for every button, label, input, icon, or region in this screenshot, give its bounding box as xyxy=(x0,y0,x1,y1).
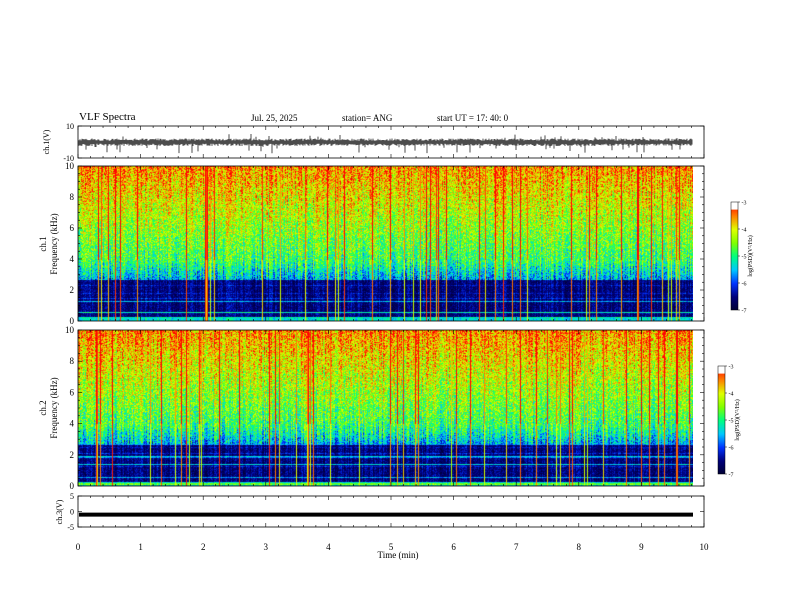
ch2-spec-channel-label: ch.2 xyxy=(38,400,48,415)
ch2-colorbar-label: log(PSD)(V²/Hz) xyxy=(734,399,741,440)
x-tick-label: 9 xyxy=(639,542,644,552)
ch1-spec-ytick-label: 4 xyxy=(70,254,75,264)
ch1-colorbar-tick: -3 xyxy=(742,201,747,207)
ch1-colorbar-tick: -6 xyxy=(742,282,747,288)
ch2-spectrogram-image xyxy=(78,330,693,486)
ch2-colorbar-tick: -3 xyxy=(729,365,734,371)
ch2-colorbar-tick: -6 xyxy=(729,446,734,452)
x-tick-label: 1 xyxy=(138,542,143,552)
ch2-colorbar-tick: -7 xyxy=(729,473,734,479)
x-tick-label: 6 xyxy=(451,542,456,552)
ch2-spec-ytick-label: 4 xyxy=(70,419,75,429)
station-label: station= ANG xyxy=(342,113,393,123)
ch1-colorbar-tick: -5 xyxy=(742,255,747,261)
ch2-spec-ytick-label: 6 xyxy=(70,387,75,397)
ch3-waveform-frame xyxy=(77,495,705,528)
ch1-spec-ytick-label: 8 xyxy=(70,192,75,202)
ch1-spec-ytick-label: 0 xyxy=(70,316,75,326)
ch2-colorbar xyxy=(718,366,725,474)
ch2-spec-ytick-label: 2 xyxy=(70,450,75,460)
ch2-spec-ytick-label: 10 xyxy=(65,325,75,335)
start-time-label: start UT = 17: 40: 0 xyxy=(437,113,509,123)
ch1-spec-ytick-label: 10 xyxy=(65,161,75,171)
ch1-spec-ylabel: Frequency (kHz) xyxy=(49,213,59,274)
ch2-spec-ytick-label: 8 xyxy=(70,356,75,366)
x-tick-label: 2 xyxy=(201,542,206,552)
ch3-waveform-ylabel: ch.3(V) xyxy=(55,499,64,524)
ch1-wave-ytick-label: 10 xyxy=(66,122,74,131)
x-tick-label: 3 xyxy=(264,542,269,552)
ch1-spec-ytick-label: 6 xyxy=(70,223,75,233)
ch1-colorbar xyxy=(731,202,738,310)
ch1-waveform-line xyxy=(78,134,693,154)
ch1-spec-ytick-label: 2 xyxy=(70,285,75,295)
ch1-colorbar-label: log(PSD)(V²/Hz) xyxy=(747,235,754,276)
ch1-waveform-ylabel: ch.1(V) xyxy=(42,129,51,154)
ch1-colorbar-tick: -4 xyxy=(742,228,747,234)
x-tick-label: 4 xyxy=(326,542,331,552)
ch2-spec-ylabel: Frequency (kHz) xyxy=(49,377,59,438)
ch3-wave-ytick-label: -5 xyxy=(67,523,74,532)
ch3-wave-ytick-label: 0 xyxy=(70,508,74,517)
x-tick-label: 10 xyxy=(700,542,710,552)
ch1-wave-ytick-label: -10 xyxy=(63,154,74,163)
ch1-colorbar-tick: -7 xyxy=(742,309,747,315)
date-label: Jul. 25, 2025 xyxy=(251,113,298,123)
ch2-colorbar-tick: -5 xyxy=(729,419,734,425)
ch1-waveform-trace xyxy=(78,134,693,154)
ch2-spec-ytick-label: 0 xyxy=(70,481,75,491)
figure-title: VLF Spectra xyxy=(79,111,136,123)
x-tick-label: 0 xyxy=(76,542,81,552)
ch1-spec-channel-label: ch.1 xyxy=(38,236,48,251)
x-tick-label: 7 xyxy=(514,542,519,552)
ch1-spectrogram-image xyxy=(78,166,693,321)
ch2-colorbar-tick: -4 xyxy=(729,392,734,398)
x-axis-label: Time (min) xyxy=(378,550,419,560)
x-tick-label: 8 xyxy=(577,542,582,552)
ch3-wave-ytick-label: 5 xyxy=(70,492,74,501)
x-tick-label: 5 xyxy=(389,542,394,552)
